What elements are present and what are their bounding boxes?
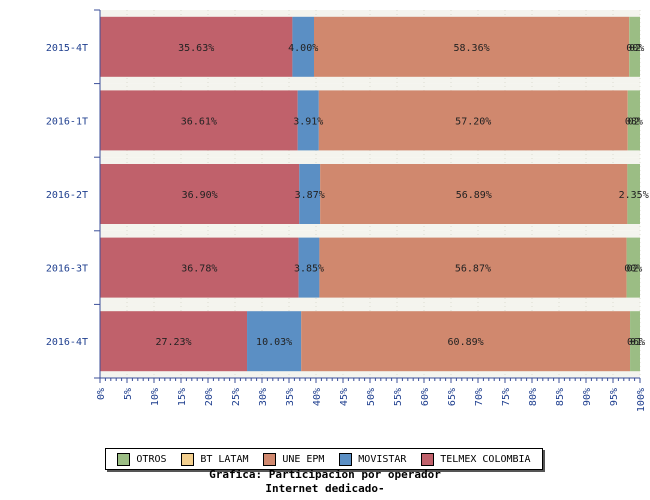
bar-value-label: 36.90% [182, 190, 218, 201]
bar-value-label: 3.87% [295, 190, 325, 201]
legend-item: MOVISTAR [339, 452, 407, 466]
x-tick-label: 100% [636, 388, 647, 412]
bar-value-label: 02 [629, 43, 641, 54]
category-label: 2015-4T [46, 43, 88, 54]
legend-label: UNE EPM [282, 453, 325, 465]
bar-segment [100, 237, 299, 298]
x-tick-label: 85% [555, 388, 566, 406]
x-tick-label: 55% [393, 388, 404, 406]
bar-segment [100, 90, 298, 151]
bar-value-label: 00% [626, 43, 644, 54]
bar-value-label: 06% [627, 337, 645, 348]
bar-value-label: 01 [630, 337, 642, 348]
legend-label: TELMEX COLOMBIA [440, 453, 531, 465]
bar-segment [629, 16, 640, 77]
x-tick-label: 45% [339, 388, 350, 406]
bar-value-label: 27.23% [155, 337, 191, 348]
legend-swatch [421, 452, 435, 466]
legend-swatch [181, 452, 195, 466]
bar-value-label: 3.85% [294, 264, 324, 275]
bar-segment [100, 311, 248, 372]
bar-value-label: 02 [626, 264, 638, 275]
bar-value-label: 58.36% [454, 43, 490, 54]
legend-swatch [339, 452, 353, 466]
category-label: 2016-4T [46, 337, 88, 348]
x-tick-label: 50% [366, 388, 377, 406]
x-tick-label: 30% [258, 388, 269, 406]
category-label: 2016-1T [46, 116, 88, 127]
x-tick-label: 60% [420, 388, 431, 406]
bar-segment [626, 237, 640, 298]
x-tick-label: 80% [528, 388, 539, 406]
chart-caption-line2: Internet dedicado- [265, 482, 385, 495]
bar-value-label: 08% [625, 116, 643, 127]
x-tick-label: 65% [447, 388, 458, 406]
legend-item: BT LATAM [181, 452, 249, 466]
bar-value-label: 10.03% [256, 337, 292, 348]
legend-swatch [263, 452, 277, 466]
bar-segment [320, 164, 628, 224]
bar-segment [298, 237, 320, 298]
category-label: 2016-3T [46, 264, 88, 275]
bar-segment [100, 16, 293, 77]
bar-segment [627, 90, 640, 151]
bar-value-label: 35.63% [178, 43, 214, 54]
bar-segment [100, 164, 300, 224]
bar-segment [314, 16, 630, 77]
bar-value-label: 56.87% [455, 264, 491, 275]
legend-label: BT LATAM [200, 453, 249, 465]
legend-item: UNE EPM [263, 452, 325, 466]
bar-value-label: 36.78% [181, 264, 217, 275]
x-tick-label: 35% [285, 388, 296, 406]
bar-value-label: 60.89% [448, 337, 484, 348]
bar-segment [627, 164, 640, 224]
bar-value-label: 2.35% [619, 190, 649, 201]
bar-segment [292, 16, 315, 77]
bar-segment [299, 164, 321, 224]
chart-caption-line1: Grafica: Participacion por operador [209, 468, 441, 481]
bar-segment [319, 237, 627, 298]
bar-value-label: 02 [628, 116, 640, 127]
x-tick-label: 20% [204, 388, 215, 406]
x-tick-label: 70% [474, 388, 485, 406]
bar-segment [318, 90, 628, 151]
legend-item: TELMEX COLOMBIA [421, 452, 531, 466]
bar-segment [630, 311, 640, 372]
bar-value-label: 3.91% [293, 116, 323, 127]
bar-value-label: 36.61% [181, 116, 217, 127]
x-tick-label: 0% [96, 388, 107, 400]
bar-segment [301, 311, 631, 372]
x-tick-label: 15% [177, 388, 188, 406]
x-tick-label: 95% [609, 388, 620, 406]
bar-value-label: 4.00% [288, 43, 318, 54]
x-tick-label: 25% [231, 388, 242, 406]
bar-segment [297, 90, 319, 151]
legend-swatch [117, 452, 131, 466]
legend-label: OTROS [136, 453, 167, 465]
bar-value-label: 00% [624, 264, 642, 275]
x-tick-label: 5% [123, 388, 134, 400]
legend-item: OTROS [117, 452, 167, 466]
bar-segment [247, 311, 302, 372]
x-tick-label: 75% [501, 388, 512, 406]
x-tick-label: 10% [150, 388, 161, 406]
bar-value-label: 56.89% [456, 190, 492, 201]
category-label: 2016-2T [46, 190, 88, 201]
x-tick-label: 90% [582, 388, 593, 406]
legend-label: MOVISTAR [358, 453, 407, 465]
x-tick-label: 40% [312, 388, 323, 406]
chart-legend: OTROS BT LATAM UNE EPM MOVISTAR TELMEX COLOM… [105, 448, 543, 470]
bar-value-label: 57.20% [455, 116, 491, 127]
